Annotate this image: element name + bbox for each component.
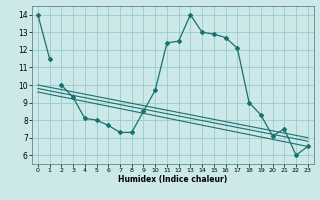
X-axis label: Humidex (Indice chaleur): Humidex (Indice chaleur) bbox=[118, 175, 228, 184]
